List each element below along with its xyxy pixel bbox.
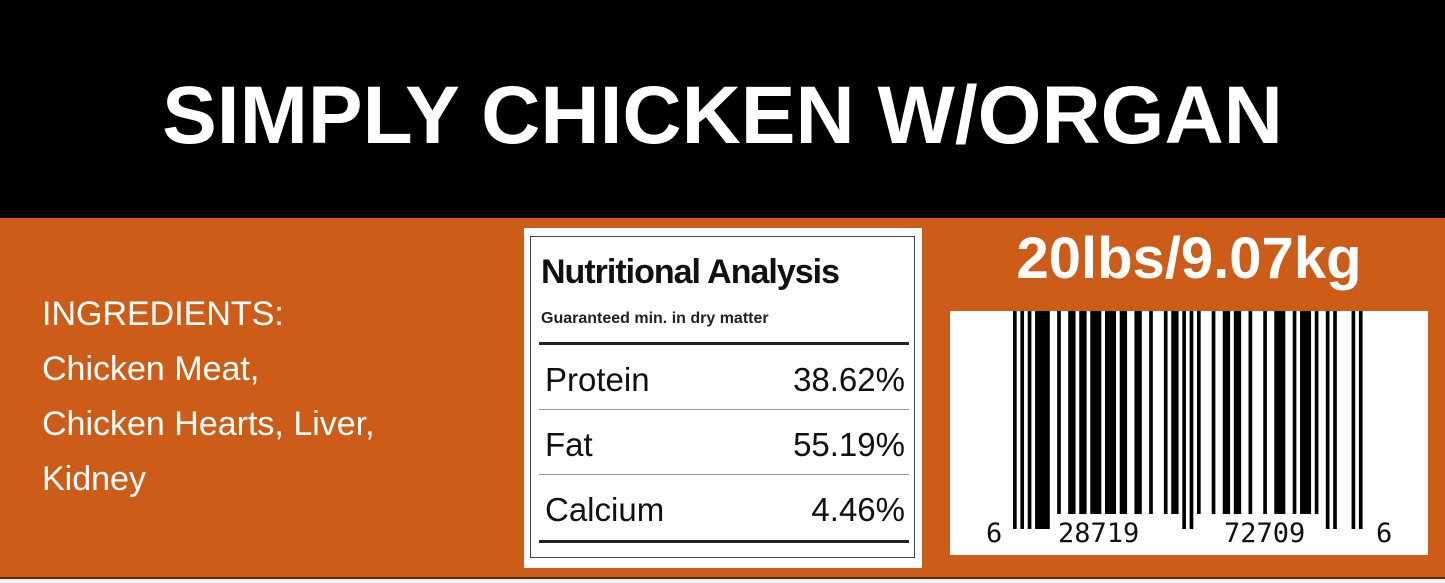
barcode-bar (1314, 311, 1319, 514)
ingredients-heading: INGREDIENTS: (42, 295, 284, 333)
barcode-bar (1105, 311, 1117, 514)
barcode-bar (1274, 311, 1286, 514)
barcode-bar (1333, 311, 1337, 529)
barcode-bar (1090, 311, 1102, 514)
barcode-bar (1134, 311, 1142, 514)
divider (539, 540, 909, 543)
nutrition-row: Protein 38.62% (539, 347, 909, 407)
barcode-bar (1263, 311, 1267, 514)
header-band: SIMPLY CHICKEN W/ORGAN (0, 0, 1445, 218)
barcode-bar (1300, 311, 1312, 514)
nutrition-subtitle: Guaranteed min. in dry matter (541, 310, 769, 327)
barcode-bar (1027, 311, 1032, 529)
barcode-bar (1351, 311, 1356, 529)
barcode-bar (1013, 311, 1017, 529)
nutrition-title: Nutritional Analysis (541, 253, 840, 291)
barcode-bar (1149, 311, 1153, 514)
barcode-group-right: 72709 (1224, 518, 1306, 549)
barcode-bar (1222, 311, 1231, 514)
barcode-bar (1163, 311, 1168, 514)
nutrient-name: Protein (545, 361, 650, 398)
barcode-bar (1325, 311, 1330, 529)
barcode-bar (1171, 311, 1179, 514)
barcode-bar (1020, 311, 1025, 529)
divider (539, 474, 909, 475)
barcode-bar (1358, 311, 1363, 529)
barcode-bar (1057, 311, 1061, 514)
barcode-bars (1013, 311, 1363, 529)
nutrient-name: Fat (545, 426, 593, 463)
nutrition-panel: Nutritional Analysis Guaranteed min. in … (524, 228, 922, 568)
product-title: SIMPLY CHICKEN W/ORGAN (162, 70, 1283, 161)
barcode-bar (1211, 311, 1216, 514)
barcode-bar (1119, 311, 1128, 514)
divider (539, 409, 909, 410)
barcode-bar (1197, 311, 1201, 514)
nutrient-value: 38.62% (793, 361, 905, 398)
ingredient-line: Chicken Meat, (42, 350, 260, 388)
nutrient-name: Calcium (545, 491, 665, 528)
nutrient-value: 55.19% (793, 426, 905, 463)
ingredient-line: Kidney (42, 460, 146, 498)
barcode-bar (1182, 311, 1186, 529)
nutrition-row: Calcium 4.46% (539, 477, 909, 537)
barcode-bar (1035, 311, 1050, 529)
barcode-bar (1233, 311, 1242, 514)
nutrition-row: Fat 55.19% (539, 412, 909, 472)
nutrient-value: 4.46% (811, 491, 905, 528)
barcode-digit-left: 6 (986, 518, 1003, 549)
barcode-bar (1292, 311, 1297, 514)
barcode-bar (1189, 311, 1194, 529)
barcode-group-left: 28719 (1058, 518, 1140, 549)
barcode-bar (1079, 311, 1087, 514)
barcode-bar (1068, 311, 1076, 514)
nutrition-box: Nutritional Analysis Guaranteed min. in … (530, 236, 915, 558)
barcode: 6 28719 72709 6 (950, 311, 1428, 555)
divider (539, 342, 909, 345)
ingredient-line: Chicken Hearts, Liver, (42, 405, 375, 443)
ingredients-block: INGREDIENTS: Chicken Meat, Chicken Heart… (42, 287, 375, 507)
barcode-digit-right: 6 (1376, 518, 1393, 549)
net-weight: 20lbs/9.07kg (1016, 226, 1362, 291)
barcode-bar (1248, 311, 1253, 514)
